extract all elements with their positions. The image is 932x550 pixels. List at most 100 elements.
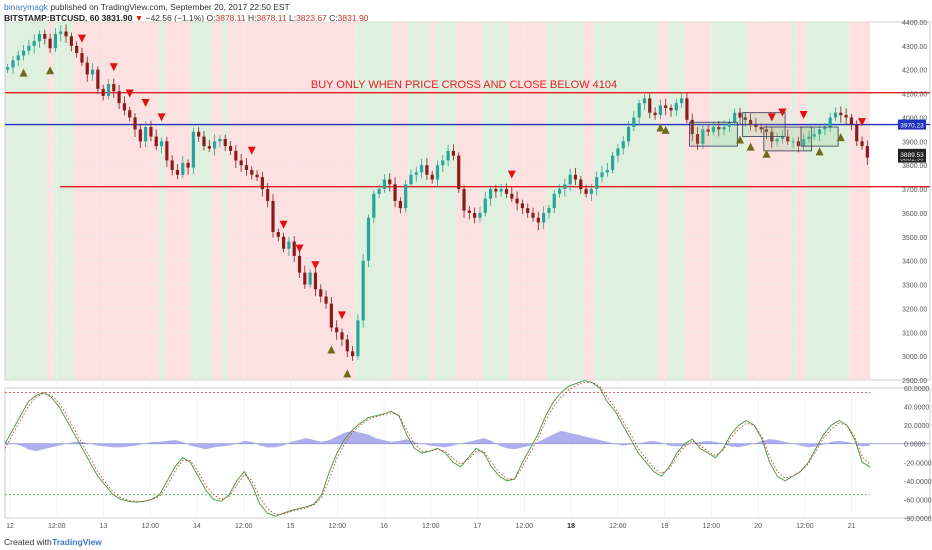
candle xyxy=(101,88,105,96)
candle xyxy=(90,69,95,75)
price-tick-label: 3900.00 xyxy=(902,139,927,146)
candle xyxy=(849,117,854,125)
candle xyxy=(250,169,254,175)
bg-band xyxy=(668,22,685,380)
time-tick-label: 18 xyxy=(567,523,575,530)
candle xyxy=(27,45,31,51)
candle xyxy=(324,296,328,304)
candle xyxy=(446,150,450,161)
time-tick-label: 21 xyxy=(848,523,856,530)
price-tag-label: 3831.90 xyxy=(900,156,924,163)
candle xyxy=(228,146,233,151)
buy-triangle-icon xyxy=(746,142,755,151)
candle xyxy=(404,184,408,209)
candle xyxy=(653,112,657,116)
oscillator-pane xyxy=(4,380,930,517)
candle xyxy=(749,119,753,125)
price-tick-label: 4100.00 xyxy=(902,92,927,99)
candle xyxy=(287,241,291,249)
candle xyxy=(85,62,89,75)
price-tick-label: 4200.00 xyxy=(902,68,927,75)
range-box xyxy=(800,126,839,147)
candle xyxy=(557,189,562,194)
tradingview-logo-text[interactable]: TradingView xyxy=(52,537,102,547)
candle xyxy=(584,189,588,194)
candle xyxy=(616,148,620,156)
price-tag xyxy=(898,119,926,130)
bg-band xyxy=(52,22,74,380)
gridlines xyxy=(4,21,931,519)
candle xyxy=(335,327,339,333)
candle xyxy=(579,179,583,190)
candle xyxy=(664,105,668,108)
candle xyxy=(441,160,445,166)
candle xyxy=(414,172,418,175)
candle xyxy=(282,236,286,249)
sell-triangle-icon xyxy=(337,311,346,320)
candle xyxy=(860,141,864,147)
candle xyxy=(165,141,169,161)
candle xyxy=(271,201,275,233)
price-tag xyxy=(898,148,926,159)
candle xyxy=(478,212,482,218)
buy-triangle-icon xyxy=(815,147,824,156)
bg-band xyxy=(684,22,711,380)
candle xyxy=(255,174,259,178)
bg-band xyxy=(47,22,53,380)
candle xyxy=(462,189,466,211)
symbol-label: BITSTAMP:BTCUSD, 60 xyxy=(4,13,100,23)
candle xyxy=(494,189,498,192)
bg-band xyxy=(583,22,595,380)
candle xyxy=(292,241,296,256)
osc-tick-label: -60.0000 xyxy=(904,497,932,504)
ohlc-line: BITSTAMP:BTCUSD, 60 3831.90 ▼ −42.56 (−1… xyxy=(4,13,368,24)
candle xyxy=(430,174,434,180)
time-tick-label: 12 xyxy=(6,523,14,530)
candle xyxy=(526,208,530,213)
price-tick-label: 4300.00 xyxy=(902,44,927,51)
candle xyxy=(234,150,238,161)
last-price: 3831.90 xyxy=(101,13,133,23)
candle xyxy=(828,117,832,128)
high-value: 3878.11 xyxy=(256,13,287,23)
time-tick-label: 12:00 xyxy=(142,523,160,530)
buy-triangle-icon xyxy=(46,66,55,75)
candle xyxy=(308,272,312,285)
bg-band xyxy=(482,22,510,380)
candle xyxy=(16,55,20,61)
candle xyxy=(112,84,116,92)
price-tick-label: 3300.00 xyxy=(902,283,927,290)
osc-tick-label: -40.0000 xyxy=(904,479,932,486)
candle xyxy=(488,189,493,199)
candle xyxy=(542,212,546,223)
price-tick-label: 4000.00 xyxy=(902,115,927,122)
candle xyxy=(122,103,126,111)
author-link[interactable]: binarymagk xyxy=(4,2,48,12)
candle xyxy=(802,138,806,147)
sell-triangle-icon xyxy=(247,146,256,155)
candle xyxy=(473,212,477,218)
chart-header: binarymagk published on TradingView.com,… xyxy=(4,2,368,24)
candle xyxy=(674,103,678,111)
buy-triangle-icon xyxy=(656,123,665,132)
candle xyxy=(658,105,662,116)
price-chart[interactable]: BUY ONLY WHEN PRICE CROSS AND CLOSE BELO… xyxy=(0,0,932,534)
bg-band xyxy=(434,22,457,380)
candle xyxy=(812,134,816,137)
candle xyxy=(759,127,763,130)
candle xyxy=(175,169,180,175)
candle xyxy=(128,110,132,118)
price-tick-label: 3500.00 xyxy=(902,235,927,242)
open-label: O: xyxy=(206,13,216,23)
candle xyxy=(483,198,487,213)
candle xyxy=(632,117,636,128)
osc-tick-label: -80.0000 xyxy=(904,516,932,523)
candle xyxy=(515,198,519,204)
osc-tick-label: 60.0000 xyxy=(904,386,929,393)
range-box xyxy=(763,126,813,152)
candle xyxy=(154,136,158,147)
price-tick-label: 2900.00 xyxy=(902,378,927,385)
candle xyxy=(706,129,710,132)
low-label: L: xyxy=(288,13,297,23)
sell-triangle-icon xyxy=(125,89,134,98)
